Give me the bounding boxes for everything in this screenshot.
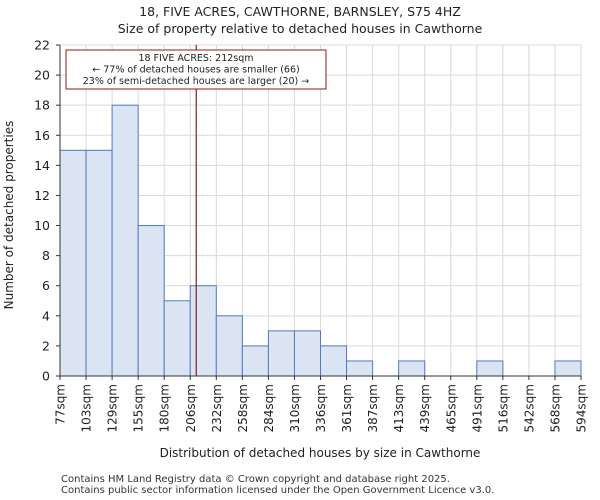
bar xyxy=(111,104,139,377)
annotation-line: 18 FIVE ACRES: 212sqm xyxy=(138,53,253,64)
x-tick-label: 594sqm xyxy=(575,384,589,432)
annotation-box: 18 FIVE ACRES: 212sqm← 77% of detached h… xyxy=(65,49,327,90)
chart-subtitle: Size of property relative to detached ho… xyxy=(117,21,483,36)
annotation-line: 23% of semi-detached houses are larger (… xyxy=(83,76,310,87)
y-tick-label: 2 xyxy=(42,338,50,353)
x-tick-label: 180sqm xyxy=(158,384,172,432)
annotation-box-frame xyxy=(65,49,327,90)
y-tick-labels: 0 2 4 6 8 10 12 14 16 18 20 22 xyxy=(34,38,60,384)
bar xyxy=(398,360,426,377)
x-axis-label: Distribution of detached houses by size … xyxy=(160,446,481,460)
footer-licence: Contains public sector information licen… xyxy=(61,485,495,496)
bar xyxy=(163,300,191,377)
y-tick-label: 16 xyxy=(34,128,50,143)
x-tick-label: 155sqm xyxy=(132,384,146,432)
bar xyxy=(215,315,243,377)
annotation-line: ← 77% of detached houses are smaller (66… xyxy=(92,65,299,76)
x-tick-label: 232sqm xyxy=(210,384,224,432)
bar xyxy=(85,149,113,377)
x-tick-label: 206sqm xyxy=(184,384,198,432)
chart-title: 18, FIVE ACRES, CAWTHORNE, BARNSLEY, S75… xyxy=(139,4,461,19)
x-tick-label: 413sqm xyxy=(392,384,406,432)
y-tick-label: 4 xyxy=(42,308,50,323)
x-tick-label: 361sqm xyxy=(340,384,354,432)
x-tick-label: 284sqm xyxy=(262,384,276,432)
y-tick-label: 6 xyxy=(42,278,50,293)
bar xyxy=(137,225,165,377)
x-tick-label: 516sqm xyxy=(496,384,510,432)
x-tick-label: 568sqm xyxy=(548,384,562,432)
y-tick-label: 0 xyxy=(42,369,50,384)
y-tick-label: 20 xyxy=(34,68,50,83)
y-tick-label: 18 xyxy=(34,98,50,113)
y-tick-label: 12 xyxy=(34,188,50,203)
x-tick-label: 129sqm xyxy=(106,384,120,432)
x-tick-label: 336sqm xyxy=(314,384,328,432)
bar xyxy=(554,360,582,377)
bar xyxy=(267,330,295,377)
x-tick-labels: 77sqm 103sqm 129sqm 155sqm 180sqm 206sqm 232sq… xyxy=(54,376,589,432)
y-tick-label: 8 xyxy=(42,248,50,263)
x-tick-label: 103sqm xyxy=(80,384,94,432)
bars xyxy=(59,104,582,377)
x-tick-label: 439sqm xyxy=(418,384,432,432)
bar xyxy=(241,345,269,377)
y-tick-label: 10 xyxy=(34,218,50,233)
y-axis-label: Number of detached properties xyxy=(2,121,16,310)
x-tick-label: 258sqm xyxy=(236,384,250,432)
bar xyxy=(320,345,348,377)
bar xyxy=(346,360,374,377)
x-tick-label: 77sqm xyxy=(54,384,68,425)
bar xyxy=(476,360,504,377)
y-tick-label: 14 xyxy=(34,158,50,173)
x-tick-label: 387sqm xyxy=(366,384,380,432)
footer-copyright: Contains HM Land Registry data © Crown c… xyxy=(61,474,450,485)
x-tick-label: 310sqm xyxy=(288,384,302,432)
bar xyxy=(293,330,322,377)
bar xyxy=(59,149,87,377)
y-tick-label: 22 xyxy=(34,38,50,53)
x-tick-label: 491sqm xyxy=(470,384,484,432)
x-tick-label: 542sqm xyxy=(522,384,536,432)
x-tick-label: 465sqm xyxy=(444,384,458,432)
bar xyxy=(189,285,217,377)
